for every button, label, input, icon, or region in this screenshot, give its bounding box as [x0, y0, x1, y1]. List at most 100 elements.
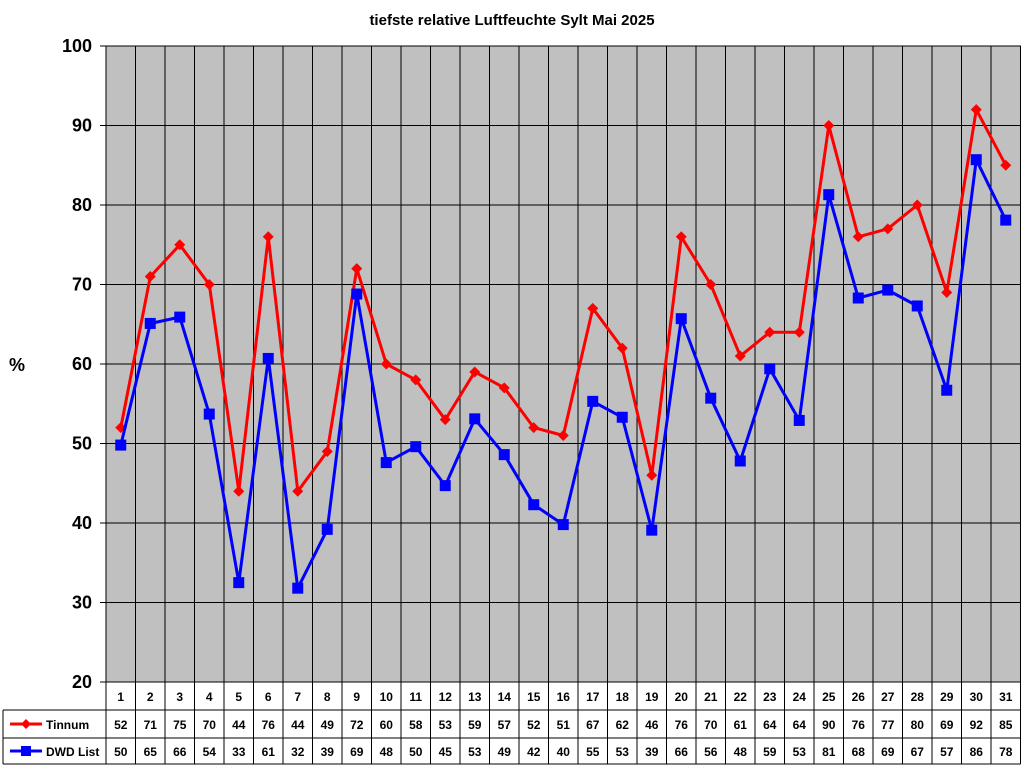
data-point	[203, 279, 215, 290]
x-category-label: 11	[409, 690, 422, 704]
table-value: 69	[350, 745, 364, 759]
data-point	[587, 302, 599, 314]
data-point	[174, 239, 186, 251]
data-point	[911, 199, 923, 211]
table-value: 42	[527, 745, 541, 759]
table-value: 53	[793, 745, 807, 759]
table-value: 68	[852, 745, 866, 759]
data-point	[705, 279, 717, 290]
x-category-label: 16	[557, 690, 571, 704]
data-point	[528, 499, 540, 511]
y-tick-label: 20	[72, 672, 92, 692]
data-point	[203, 408, 215, 420]
data-point	[292, 485, 304, 497]
y-tick-label: 80	[72, 195, 92, 215]
x-category-label: 8	[324, 690, 331, 704]
y-tick-label: 100	[62, 36, 92, 56]
x-category-label: 10	[380, 690, 394, 704]
table-value: 57	[940, 745, 954, 759]
data-point	[793, 326, 805, 338]
data-point	[734, 350, 746, 362]
table-value: 90	[822, 718, 836, 732]
data-point	[174, 311, 186, 323]
y-axis-label: %	[9, 355, 25, 375]
data-point	[321, 445, 333, 457]
y-tick-label: 60	[72, 354, 92, 374]
table-value: 76	[675, 718, 689, 732]
table-value: 65	[144, 745, 158, 759]
table-value: 49	[498, 745, 512, 759]
data-point	[764, 326, 776, 338]
data-point	[941, 286, 953, 298]
table-value: 52	[527, 718, 541, 732]
table-value: 40	[557, 745, 571, 759]
table-value: 53	[616, 745, 630, 759]
data-point	[469, 413, 481, 425]
table-value: 56	[704, 745, 718, 759]
data-point	[557, 519, 569, 531]
data-point	[823, 189, 835, 201]
x-category-label: 23	[763, 690, 777, 704]
table-value: 33	[232, 745, 246, 759]
data-point	[380, 457, 392, 469]
data-point	[764, 363, 776, 375]
x-category-label: 3	[176, 690, 183, 704]
data-point	[439, 480, 451, 492]
data-point	[616, 411, 628, 423]
legend-key-marker	[21, 746, 31, 756]
table-value: 77	[881, 718, 895, 732]
plot-area: 20 30 40 50 60 70 80 90 100	[62, 36, 1021, 764]
x-category-label: 9	[353, 690, 360, 704]
x-category-label: 17	[586, 690, 600, 704]
data-point	[528, 422, 540, 434]
x-category-label: 14	[498, 690, 512, 704]
plot-border	[105, 45, 1021, 683]
data-point	[410, 441, 422, 453]
table-value: 59	[763, 745, 777, 759]
table-value: 58	[409, 718, 423, 732]
table-value: 76	[852, 718, 866, 732]
x-category-label: 31	[999, 690, 1013, 704]
table-value: 66	[173, 745, 187, 759]
data-point	[144, 317, 156, 329]
table-value: 44	[291, 718, 305, 732]
table-value: 85	[999, 718, 1013, 732]
data-point	[115, 439, 127, 451]
table-value: 64	[763, 718, 777, 732]
x-category-label: 6	[265, 690, 272, 704]
x-category-label: 28	[911, 690, 925, 704]
table-value: 39	[321, 745, 335, 759]
data-point	[616, 342, 628, 354]
data-point	[705, 392, 717, 404]
data-point	[351, 263, 363, 275]
legend-label: DWD List	[46, 745, 99, 759]
table-value: 57	[498, 718, 512, 732]
data-point	[380, 358, 392, 370]
table-value: 61	[262, 745, 276, 759]
data-point	[646, 469, 658, 481]
data-point	[233, 577, 245, 589]
data-point	[823, 120, 835, 131]
table-value: 69	[881, 745, 895, 759]
table-value: 80	[911, 718, 925, 732]
y-tick-label: 70	[72, 275, 92, 295]
table-value: 72	[350, 718, 364, 732]
x-category-label: 7	[294, 690, 301, 704]
table-value: 75	[173, 718, 187, 732]
x-category-label: 4	[206, 690, 213, 704]
x-category-label: 15	[527, 690, 541, 704]
table-value: 60	[380, 718, 394, 732]
table-value: 55	[586, 745, 600, 759]
y-tick-label: 30	[72, 593, 92, 613]
data-point	[734, 455, 746, 467]
table-value: 48	[734, 745, 748, 759]
table-value: 92	[970, 718, 984, 732]
table-value: 81	[822, 745, 836, 759]
data-point	[469, 366, 481, 378]
data-point	[970, 154, 982, 166]
data-point	[852, 292, 864, 304]
chart-title: tiefste relative Luftfeuchte Sylt Mai 20…	[369, 12, 654, 29]
table-value: 59	[468, 718, 482, 732]
table-value: 49	[321, 718, 335, 732]
